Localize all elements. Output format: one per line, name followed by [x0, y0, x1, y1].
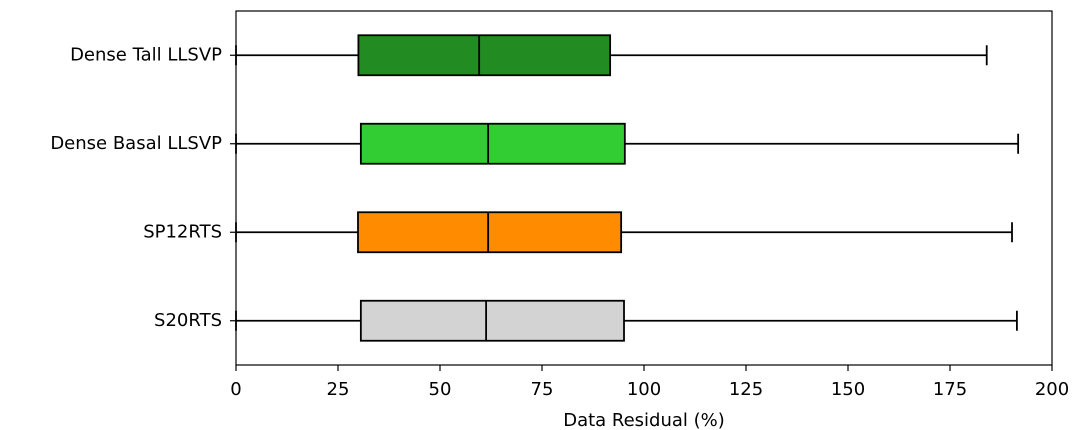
y-tick-label: Dense Tall LLSVP — [70, 44, 222, 65]
x-axis-label: Data Residual (%) — [563, 410, 725, 430]
box — [359, 299, 625, 342]
y-tick-label: SP12RTS — [143, 221, 222, 242]
x-tick-label: 50 — [429, 379, 452, 400]
box — [357, 211, 623, 254]
x-tick-label: 100 — [627, 379, 661, 400]
x-tick-label: 25 — [327, 379, 350, 400]
y-tick-label: S20RTS — [154, 310, 222, 331]
x-tick-label: 0 — [230, 379, 241, 400]
x-tick-label: 175 — [933, 379, 967, 400]
x-tick-label: 75 — [531, 379, 554, 400]
box — [359, 122, 626, 165]
x-tick-label: 125 — [729, 379, 763, 400]
box — [357, 34, 612, 77]
x-tick-label: 200 — [1035, 379, 1069, 400]
y-tick-label: Dense Basal LLSVP — [50, 133, 222, 154]
x-tick-label: 150 — [831, 379, 865, 400]
